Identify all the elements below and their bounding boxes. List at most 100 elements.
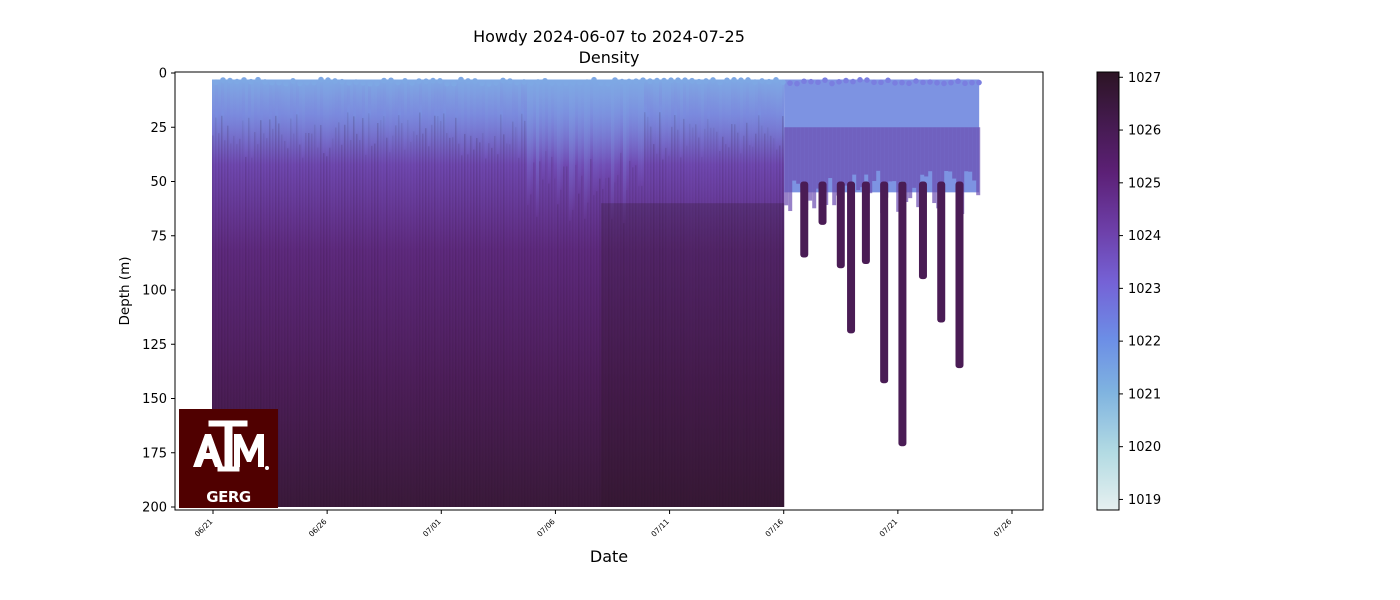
upper-layer-column — [542, 79, 546, 180]
upper-layer-column — [470, 79, 474, 136]
surface-point — [311, 79, 317, 86]
texture-column — [407, 119, 409, 507]
surface-point — [843, 77, 849, 84]
upper-layer-column — [767, 79, 771, 128]
texture-column — [713, 127, 715, 508]
texture-column — [512, 121, 514, 507]
shallow-column — [784, 127, 789, 206]
texture-column — [689, 123, 691, 507]
upper-layer-column — [761, 79, 765, 126]
upper-layer-column — [398, 79, 402, 116]
texture-column — [743, 135, 745, 507]
y-tick-label: 100 — [142, 284, 167, 299]
y-tick-label: 75 — [150, 229, 167, 244]
texture-column — [317, 147, 319, 508]
texture-column — [605, 178, 607, 507]
shallow-column — [868, 127, 873, 194]
y-axis: 0 25 50 75 100 125 150 175 200 — [142, 67, 175, 516]
colorbar-axis: 1019 1020 1021 1022 1023 1024 1025 1026 1027 — [1119, 71, 1161, 508]
texture-column — [455, 117, 457, 508]
surface-point — [717, 79, 723, 86]
upper-layer-column — [710, 79, 714, 128]
upper-layer-column — [425, 79, 429, 129]
surface-point — [297, 80, 303, 87]
texture-column — [293, 133, 295, 507]
texture-column — [419, 112, 421, 507]
upper-layer-column — [239, 79, 243, 139]
texture-column — [473, 149, 475, 507]
texture-column — [230, 143, 232, 507]
upper-layer-column — [401, 79, 405, 124]
upper-layer-column — [335, 79, 339, 128]
texture-column — [494, 136, 496, 507]
upper-layer-column — [287, 79, 291, 149]
upper-layer-column — [641, 79, 645, 186]
surface-point — [738, 77, 744, 84]
upper-layer-column — [494, 79, 498, 137]
surface-point — [248, 78, 254, 85]
upper-layer-column — [701, 79, 705, 158]
shallow-column — [972, 127, 977, 181]
colorbar-tick-label: 1024 — [1128, 229, 1161, 244]
texture-column — [770, 135, 772, 507]
upper-layer-column — [233, 79, 237, 136]
upper-layer-column — [554, 79, 558, 179]
texture-column — [266, 138, 268, 507]
surface-point — [892, 80, 898, 86]
texture-column — [710, 127, 712, 507]
texture-column — [350, 140, 352, 507]
shallow-column — [928, 127, 933, 172]
upper-layer-column — [299, 79, 303, 145]
upper-layer-column — [677, 79, 681, 130]
texture-column — [620, 152, 622, 508]
texture-column — [443, 113, 445, 507]
upper-layer-column — [527, 79, 531, 206]
shallow-column — [792, 127, 797, 181]
texture-column — [392, 135, 394, 507]
deep-profile-cast — [800, 181, 809, 258]
shallow-column — [808, 127, 813, 201]
upper-layer-column — [404, 79, 408, 150]
shallow-column — [892, 127, 897, 182]
upper-layer-column — [605, 79, 609, 179]
surface-point — [339, 78, 345, 85]
surface-point — [269, 79, 275, 86]
deep-profile-cast — [937, 181, 946, 323]
texture-column — [530, 194, 532, 507]
surface-point — [486, 80, 492, 87]
texture-column — [488, 143, 490, 507]
upper-layer-column — [446, 79, 450, 134]
upper-layer-column — [218, 79, 222, 134]
upper-layer-column — [410, 79, 414, 142]
surface-point — [402, 77, 408, 84]
colorbar-tick-label: 1027 — [1128, 71, 1161, 86]
surface-point — [262, 79, 268, 85]
upper-layer-column — [722, 79, 726, 137]
texture-column — [617, 175, 619, 508]
shallow-column — [932, 127, 937, 204]
upper-layer-column — [728, 79, 732, 148]
shallow-column — [896, 127, 901, 212]
texture-column — [578, 193, 580, 508]
upper-layer-column — [362, 79, 366, 119]
upper-layer-column — [458, 79, 462, 144]
upper-layer-column — [524, 79, 528, 121]
surface-point — [451, 80, 457, 87]
texture-column — [467, 154, 469, 507]
surface-point — [276, 79, 282, 86]
upper-layer-column — [365, 79, 369, 155]
texture-column — [479, 142, 481, 507]
surface-point — [304, 79, 310, 86]
upper-layer-column — [689, 79, 693, 124]
surface-point — [920, 79, 926, 86]
upper-layer-column — [476, 79, 480, 139]
upper-layer-column — [485, 79, 489, 159]
upper-layer-column — [380, 79, 384, 121]
texture-column — [260, 120, 262, 507]
colorbar-tick-label: 1019 — [1128, 493, 1161, 508]
texture-column — [632, 167, 634, 507]
upper-layer-column — [749, 79, 753, 146]
texture-column — [413, 131, 415, 507]
upper-layer-column — [236, 79, 240, 145]
texture-column — [548, 183, 550, 508]
